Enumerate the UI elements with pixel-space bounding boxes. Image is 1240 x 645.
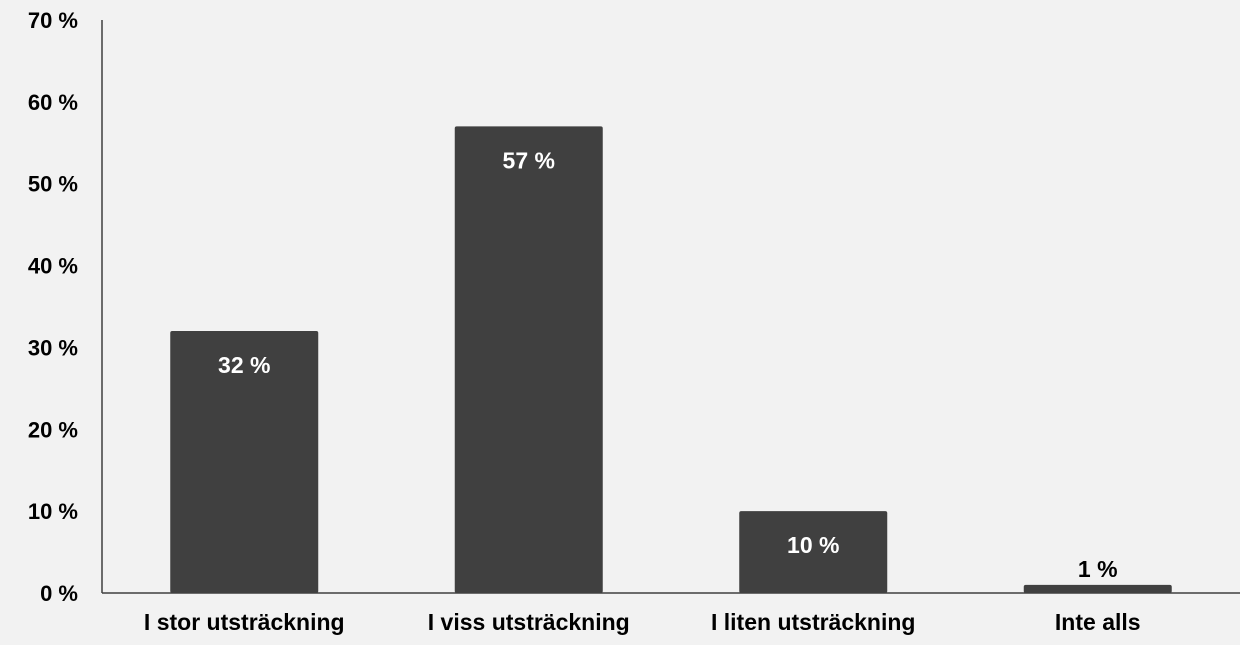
data-label: 57 % bbox=[503, 147, 555, 173]
data-label: 10 % bbox=[787, 532, 839, 558]
x-tick-label: I stor utsträckning bbox=[144, 609, 345, 635]
bar bbox=[1023, 584, 1172, 593]
x-tick-label: Inte alls bbox=[1055, 609, 1141, 635]
data-labels: 32 % 57 % 10 % 1 % bbox=[218, 147, 1118, 581]
bar bbox=[454, 126, 603, 594]
x-axis-labels: I stor utsträckning I viss utsträckning I … bbox=[144, 609, 1141, 635]
bar bbox=[739, 511, 888, 593]
y-tick-label: 20 % bbox=[28, 417, 78, 442]
y-tick-label: 50 % bbox=[28, 172, 78, 197]
x-tick-label: I viss utsträckning bbox=[428, 609, 630, 635]
y-tick-label: 70 % bbox=[28, 8, 78, 33]
bar-series bbox=[170, 126, 1172, 594]
y-tick-label: 40 % bbox=[28, 254, 78, 279]
y-tick-label: 30 % bbox=[28, 335, 78, 360]
y-tick-label: 0 % bbox=[40, 581, 78, 606]
y-tick-label: 10 % bbox=[28, 499, 78, 524]
y-tick-label: 60 % bbox=[28, 90, 78, 115]
x-tick-label: I liten utsträckning bbox=[711, 609, 915, 635]
y-axis-ticks: 0 % 10 % 20 % 30 % 40 % 50 % 60 % 70 % bbox=[28, 8, 78, 606]
data-label: 32 % bbox=[218, 352, 270, 378]
data-label: 1 % bbox=[1078, 556, 1118, 582]
bar bbox=[170, 331, 319, 593]
